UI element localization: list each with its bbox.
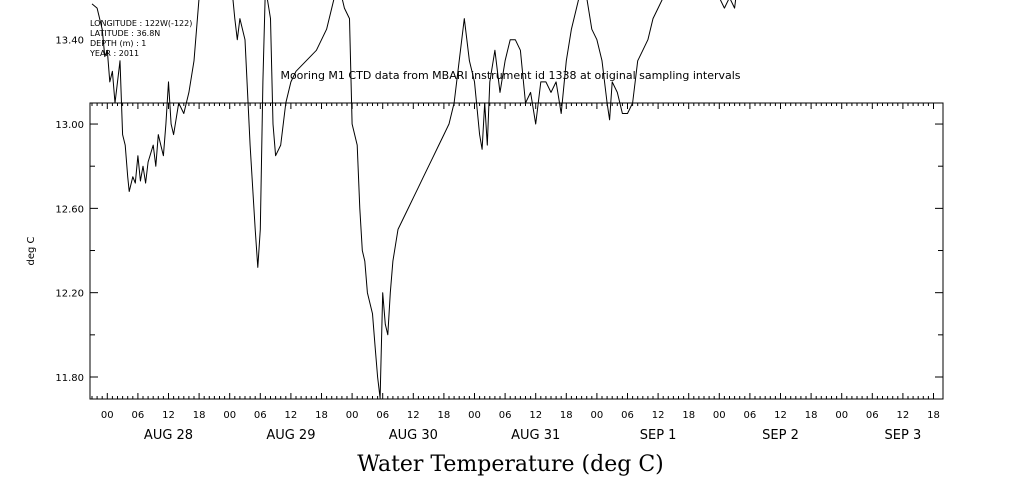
- x-tick-label: 06: [376, 410, 389, 421]
- x-tick-label: 06: [499, 410, 512, 421]
- longitude-label: LONGITUDE : 122W(-122): [90, 19, 193, 28]
- axis-ticks: [90, 103, 943, 399]
- day-label: AUG 29: [266, 428, 315, 443]
- x-tick-label: 18: [927, 410, 940, 421]
- y-tick-label: 11.80: [55, 373, 84, 384]
- day-label: AUG 30: [389, 428, 438, 443]
- year-label: YEAR : 2011: [90, 49, 140, 58]
- depth-label: DEPTH (m) : 1: [90, 39, 147, 48]
- x-tick-label: 12: [774, 410, 787, 421]
- y-tick-label: 12.20: [55, 289, 84, 300]
- day-label: AUG 28: [144, 428, 193, 443]
- day-label: SEP 3: [885, 428, 922, 443]
- metadata-block: LONGITUDE : 122W(-122) LATITUDE : 36.8N …: [90, 19, 192, 59]
- y-tick-label: 13.40: [55, 36, 84, 47]
- plot-frame: [89, 102, 944, 400]
- x-tick-label: 00: [468, 410, 481, 421]
- x-tick-label: 12: [162, 410, 175, 421]
- x-tick-label: 00: [101, 410, 114, 421]
- chart-title: Mooring M1 CTD data from MBARI instrumen…: [280, 69, 741, 82]
- x-tick-label: 12: [652, 410, 665, 421]
- y-axis-label: deg C: [26, 236, 37, 265]
- x-tick-label: 00: [835, 410, 848, 421]
- x-tick-label: 12: [897, 410, 910, 421]
- y-tick-label: 12.60: [55, 204, 84, 215]
- day-label: SEP 2: [762, 428, 799, 443]
- day-label: AUG 31: [511, 428, 560, 443]
- x-tick-label: 06: [744, 410, 757, 421]
- x-tick-label: 00: [223, 410, 236, 421]
- x-tick-label: 06: [621, 410, 634, 421]
- x-tick-label: 06: [254, 410, 267, 421]
- x-tick-label: 00: [713, 410, 726, 421]
- x-tick-label: 18: [682, 410, 695, 421]
- series-group: [91, 0, 737, 399]
- y-tick-label: 13.00: [55, 120, 84, 131]
- x-tick-label: 18: [805, 410, 818, 421]
- x-tick-label: 18: [560, 410, 573, 421]
- x-tick-label: 00: [591, 410, 604, 421]
- latitude-label: LATITUDE : 36.8N: [90, 29, 161, 38]
- x-tick-label: 18: [315, 410, 328, 421]
- x-tick-label: 12: [285, 410, 298, 421]
- x-tick-label: 12: [407, 410, 420, 421]
- series-line: [91, 0, 737, 399]
- x-tick-label: 06: [866, 410, 879, 421]
- x-tick-label: 18: [193, 410, 206, 421]
- x-tick-label: 12: [529, 410, 542, 421]
- axis-labels: 00 06 12 18 00 06 12 18 00 06 12 18 00 06 12 18 00 06 12 18…: [55, 36, 940, 443]
- main-title: Water Temperature (deg C): [357, 452, 664, 477]
- day-label: SEP 1: [640, 428, 677, 443]
- x-tick-label: 06: [132, 410, 145, 421]
- x-tick-label: 18: [438, 410, 451, 421]
- x-tick-label: 00: [346, 410, 359, 421]
